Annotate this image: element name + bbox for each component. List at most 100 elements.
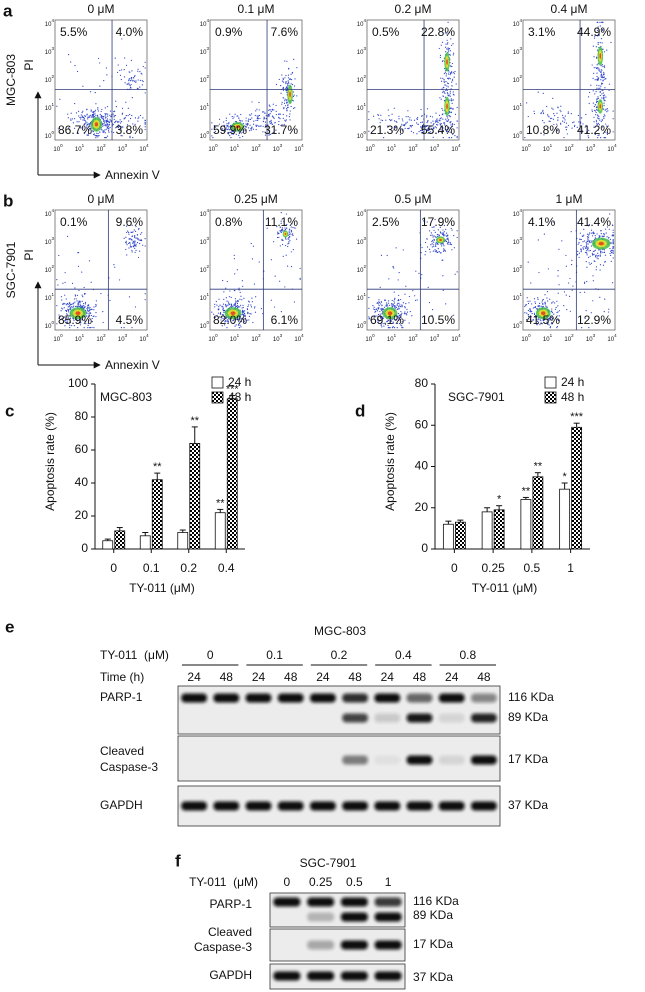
event-dot [416, 118, 417, 119]
event-dot [293, 96, 294, 97]
event-dot [107, 113, 108, 114]
event-dot [95, 304, 96, 305]
event-dot [610, 255, 611, 256]
event-dot [68, 309, 69, 310]
event-dot [67, 236, 68, 237]
event-dot [78, 304, 79, 305]
event-dot [285, 75, 286, 76]
quadrant-percent: 17.9% [421, 215, 455, 229]
event-dot [574, 126, 575, 127]
event-dot [264, 113, 265, 114]
axis-tick-label: 101 [543, 333, 553, 342]
axis-tick-label: 102 [513, 74, 523, 83]
event-dot [406, 313, 407, 314]
event-dot [133, 241, 134, 242]
axis-tick-label: 104 [139, 143, 149, 152]
event-dot [608, 237, 609, 238]
event-dot [403, 302, 404, 303]
tick-exponent: 2 [363, 264, 366, 269]
event-dot [436, 119, 437, 120]
event-dot [548, 115, 549, 116]
event-dot [535, 303, 536, 304]
axis-tick-label: 102 [45, 74, 55, 83]
event-dot [439, 235, 440, 236]
event-dot [441, 245, 442, 246]
dose-label: 0 [284, 875, 291, 889]
event-dot [99, 131, 100, 132]
event-dot [224, 310, 225, 311]
event-dot [89, 116, 90, 117]
event-dot [571, 231, 572, 232]
event-dot [606, 109, 607, 110]
event-dot [441, 45, 442, 46]
tick-exponent: 4 [51, 208, 54, 213]
event-dot [132, 97, 133, 98]
event-dot [104, 129, 105, 130]
event-dot [101, 111, 102, 112]
event-dot [106, 67, 107, 68]
event-dot [137, 237, 138, 238]
event-dot [447, 92, 448, 93]
event-dot [238, 288, 239, 289]
axis-tick-label: 104 [451, 143, 461, 152]
event-dot [95, 316, 96, 317]
event-dot [421, 247, 422, 248]
event-dot [611, 250, 612, 251]
event-dot [249, 316, 250, 317]
event-dot [596, 102, 597, 103]
event-dot [448, 119, 449, 120]
event-dot [222, 307, 223, 308]
event-dot [129, 296, 130, 297]
event-dot [105, 132, 106, 133]
blot-band [407, 694, 433, 703]
event-dot [445, 97, 446, 98]
event-dot [70, 309, 71, 310]
event-dot [386, 305, 387, 306]
event-dot [137, 234, 138, 235]
event-dot [390, 120, 391, 121]
event-dot [288, 75, 289, 76]
axis-tick-label: 103 [200, 236, 210, 245]
significance-label: ** [190, 415, 199, 427]
event-dot [257, 125, 258, 126]
event-dot [418, 124, 419, 125]
event-dot [581, 251, 582, 252]
event-dot [226, 327, 227, 328]
event-dot [256, 109, 257, 110]
event-dot [539, 303, 540, 304]
event-dot [271, 259, 272, 260]
event-dot [613, 230, 614, 231]
event-dot [140, 115, 141, 116]
event-dot [271, 111, 272, 112]
event-dot [255, 110, 256, 111]
event-dot [597, 233, 598, 234]
event-dot [437, 244, 438, 245]
event-dot [445, 47, 446, 48]
event-dot [587, 249, 588, 250]
event-dot [557, 119, 558, 120]
event-dot [145, 238, 146, 239]
event-dot [453, 72, 454, 73]
event-dot [406, 314, 407, 315]
event-dot [291, 251, 292, 252]
event-dot [442, 110, 443, 111]
size-label: 89 KDa [413, 908, 453, 922]
event-dot [560, 111, 561, 112]
event-dot [605, 255, 606, 256]
tick-exponent: 2 [571, 333, 574, 338]
tick-exponent: 0 [51, 130, 54, 135]
event-dot [596, 91, 597, 92]
tick-exponent: 3 [437, 143, 440, 148]
event-dot [226, 301, 227, 302]
event-dot [143, 66, 144, 67]
event-dot [547, 114, 548, 115]
event-dot [404, 306, 405, 307]
event-dot [447, 40, 448, 41]
event-dot [386, 302, 387, 303]
blot-band [181, 694, 207, 703]
event-dot [432, 236, 433, 237]
event-dot [132, 251, 133, 252]
event-dot [95, 135, 96, 136]
event-dot [604, 114, 605, 115]
